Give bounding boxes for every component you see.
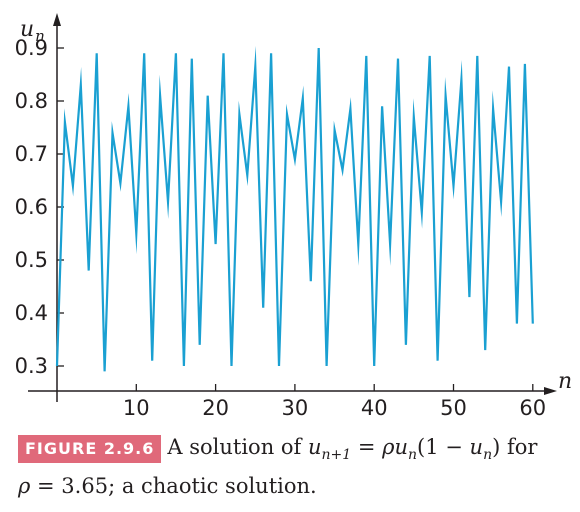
caption-u-sub-n: n	[408, 447, 417, 463]
y-axis-label-sub: n	[35, 27, 45, 45]
chart: 0.30.40.50.60.70.80.9 10 20 30 40 50 60 un n	[0, 0, 580, 430]
y-tick-label: 0.3	[15, 354, 48, 378]
x-axis-ticks: 10 20 30 40 50 60	[123, 384, 546, 420]
caption-equals: =	[351, 435, 382, 459]
x-axis-arrow	[544, 387, 557, 395]
x-tick-label: 50	[440, 396, 467, 420]
caption-close: ) for	[492, 435, 537, 459]
caption-u-sub-n-2: n	[483, 447, 492, 463]
caption-rho-2: ρ	[18, 474, 30, 498]
caption-line-1: FIGURE 2.9.6 A solution of un+1 = ρun(1 −…	[18, 432, 558, 471]
caption-u-3: u	[470, 435, 484, 459]
x-tick-label: 30	[282, 396, 309, 420]
y-axis-arrow	[53, 13, 61, 26]
y-tick-label: 0.7	[15, 142, 48, 166]
caption-text-1: A solution of	[167, 435, 308, 459]
figure-caption: FIGURE 2.9.6 A solution of un+1 = ρun(1 −…	[18, 432, 558, 502]
caption-u: u	[308, 435, 322, 459]
figure-badge: FIGURE 2.9.6	[18, 435, 161, 463]
series-line	[57, 48, 533, 371]
caption-u-sub-next: n+1	[322, 447, 352, 463]
series	[57, 48, 533, 371]
caption-line-2: ρ = 3.65; a chaotic solution.	[18, 471, 558, 502]
x-tick-label: 20	[202, 396, 229, 420]
y-tick-label: 0.6	[15, 195, 48, 219]
y-tick-label: 0.4	[15, 301, 48, 325]
x-tick-label: 40	[361, 396, 388, 420]
y-axis-label: un	[20, 17, 45, 45]
y-tick-label: 0.8	[15, 89, 48, 113]
y-axis-label-main: u	[20, 17, 34, 42]
x-axis-label: n	[558, 369, 572, 394]
caption-u-2: u	[394, 435, 408, 459]
caption-text-2: = 3.65; a chaotic solution.	[30, 474, 316, 498]
x-tick-label: 60	[519, 396, 546, 420]
y-tick-label: 0.5	[15, 248, 48, 272]
caption-rho: ρ	[382, 435, 394, 459]
x-tick-label: 10	[123, 396, 150, 420]
caption-paren: (1 −	[417, 435, 470, 459]
